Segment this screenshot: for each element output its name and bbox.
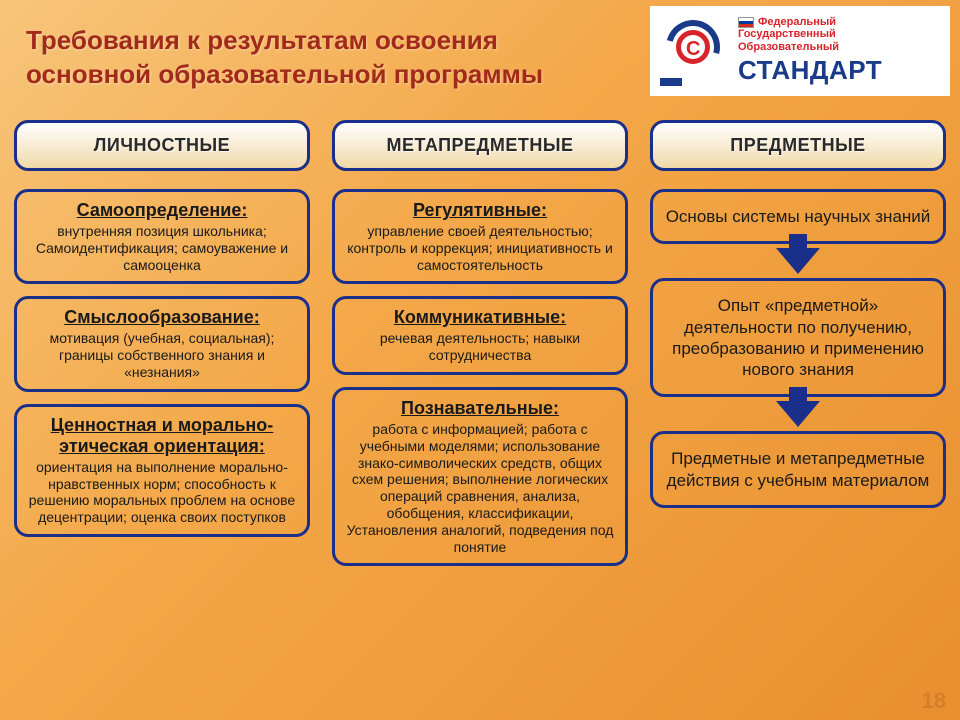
- logo-big-word: СТАНДАРТ: [738, 55, 942, 86]
- column-personal: ЛИЧНОСТНЫЕ Самоопределение: внутренняя п…: [14, 120, 310, 716]
- box-title: Ценностная и морально-этическая ориентац…: [27, 415, 297, 457]
- column-meta: МЕТАПРЕДМЕТНЫЕ Регулятивные: управление …: [332, 120, 628, 716]
- box-communicative: Коммуникативные: речевая деятельность; н…: [332, 296, 628, 375]
- box-moral-orientation: Ценностная и морально-этическая ориентац…: [14, 404, 310, 537]
- box-title: Смыслообразование:: [27, 307, 297, 328]
- box-body: речевая деятельность; навыки сотрудничес…: [345, 330, 615, 364]
- box-regulatory: Регулятивные: управление своей деятельно…: [332, 189, 628, 284]
- box-cognitive: Познавательные: работа с информацией; ра…: [332, 387, 628, 566]
- standard-logo-text: Федеральный Государственный Образователь…: [738, 16, 942, 85]
- box-subject-actions: Предметные и метапредметные действия с у…: [650, 431, 946, 508]
- box-title: Регулятивные:: [345, 200, 615, 221]
- standard-logo: C Федеральный Государственный Образовате…: [650, 6, 950, 96]
- page-title: Требования к результатам освоения основн…: [26, 24, 606, 92]
- box-title: Познавательные:: [345, 398, 615, 419]
- box-body: мотивация (учебная, социальная); границы…: [27, 330, 297, 380]
- header-personal: ЛИЧНОСТНЫЕ: [14, 120, 310, 171]
- box-subject-experience: Опыт «предметной» деятельности по получе…: [650, 278, 946, 397]
- box-body: управление своей деятельностью; контроль…: [345, 223, 615, 273]
- box-meaning-formation: Смыслообразование: мотивация (учебная, с…: [14, 296, 310, 391]
- arrow-down-icon: [776, 401, 820, 427]
- logo-line-1: Федеральный: [758, 16, 836, 28]
- standard-logo-mark: C: [658, 16, 728, 86]
- header-subject: ПРЕДМЕТНЫЕ: [650, 120, 946, 171]
- box-self-determination: Самоопределение: внутренняя позиция школ…: [14, 189, 310, 284]
- logo-line-3: Образовательный: [738, 41, 942, 53]
- page-number: 18: [922, 688, 946, 714]
- column-subject: ПРЕДМЕТНЫЕ Основы системы научных знаний…: [650, 120, 946, 716]
- header-meta: МЕТАПРЕДМЕТНЫЕ: [332, 120, 628, 171]
- box-title: Коммуникативные:: [345, 307, 615, 328]
- columns-container: ЛИЧНОСТНЫЕ Самоопределение: внутренняя п…: [14, 120, 946, 716]
- box-body: внутренняя позиция школьника; Самоиденти…: [27, 223, 297, 273]
- arrow-down-icon: [776, 248, 820, 274]
- box-title: Самоопределение:: [27, 200, 297, 221]
- russia-flag-icon: [738, 17, 754, 28]
- logo-line-2: Государственный: [738, 28, 942, 40]
- box-body: работа с информацией; работа с учебными …: [345, 421, 615, 555]
- title-line-2: основной образовательной программы: [26, 59, 543, 89]
- box-body: ориентация на выполнение морально-нравст…: [27, 459, 297, 526]
- title-line-1: Требования к результатам освоения: [26, 25, 498, 55]
